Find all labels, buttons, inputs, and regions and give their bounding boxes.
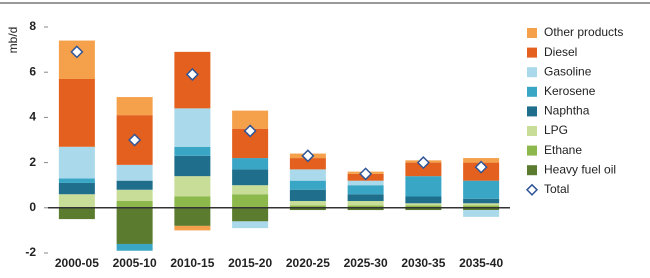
bar-segment (232, 110, 269, 129)
legend-label: Other products (544, 25, 623, 39)
bar-segment (289, 180, 326, 190)
x-tick-label: 2010-15 (170, 256, 214, 270)
legend-label: Diesel (544, 45, 577, 59)
bar-segment (405, 205, 442, 208)
legend-marker (525, 183, 539, 196)
bar-segment (232, 185, 269, 195)
bar-segment (347, 185, 384, 195)
bar-segment (174, 225, 211, 231)
bar-segment (116, 97, 153, 116)
y-tick-label: 2 (29, 155, 36, 169)
x-tick-label: 2000-05 (55, 256, 99, 270)
bar-segment (289, 201, 326, 206)
legend-label: Gasoline (544, 64, 592, 78)
legend-label: Naphtha (544, 104, 590, 118)
bar-segment (347, 201, 384, 206)
legend-label: Total (544, 182, 569, 196)
y-axis-label: mb/d (6, 27, 20, 54)
bar-segment (58, 194, 95, 208)
bar-segment (58, 182, 95, 195)
legend-label: Kerosene (544, 84, 596, 98)
bar-segment (232, 169, 269, 186)
legend-swatch (527, 47, 537, 58)
bar-segment (463, 210, 500, 217)
legend-swatch (527, 86, 537, 97)
bar-segment (347, 194, 384, 202)
bar-segment (405, 203, 442, 206)
bar-segment (116, 201, 153, 208)
bar-segment (405, 207, 442, 211)
bar-segment (463, 198, 500, 204)
x-tick-label: 2020-25 (286, 256, 330, 270)
bar-segment (232, 221, 269, 229)
bar-segment (174, 176, 211, 197)
total-marker (301, 149, 315, 163)
legend-swatch (527, 165, 537, 176)
bar-segment (58, 178, 95, 183)
y-tick-label: 4 (29, 110, 36, 124)
bar-segment (347, 180, 384, 186)
total-marker (128, 133, 142, 147)
y-tick-label: 8 (29, 19, 36, 33)
bar-segment (174, 207, 211, 226)
bar-segment (463, 180, 500, 199)
bar-segment (232, 158, 269, 170)
bar-segment (58, 146, 95, 179)
legend-swatch (527, 126, 537, 136)
bar-segment (405, 162, 442, 177)
legend-swatch (527, 145, 537, 156)
bar-segment (116, 164, 153, 181)
bar-segment (289, 169, 326, 181)
bar-segment (289, 207, 326, 211)
bar-segment (405, 196, 442, 204)
total-marker (359, 167, 373, 181)
x-tick-label: 2025-30 (344, 256, 388, 270)
bar-segment (463, 158, 500, 163)
legend-label: LPG (544, 123, 568, 137)
bar-segment (116, 180, 153, 190)
bar-segment (116, 189, 153, 202)
x-tick-label: 2005-10 (113, 256, 157, 270)
bar-segment (174, 155, 211, 177)
y-tick-label: 6 (29, 64, 36, 78)
y-tick-label: -2 (25, 245, 36, 259)
x-tick-label: 2035-40 (459, 256, 503, 270)
bar-segment (463, 203, 500, 206)
bar-segment (463, 207, 500, 211)
bar-segment (289, 158, 326, 170)
legend-swatch (527, 106, 537, 117)
total-marker (243, 124, 257, 138)
bar-segment (174, 146, 211, 156)
bar-segment (232, 194, 269, 208)
bar-segment (116, 207, 153, 244)
bar-segment (347, 205, 384, 208)
y-tick-label: 0 (29, 200, 36, 214)
legend-label: Heavy fuel oil (544, 162, 616, 176)
bar-segment (174, 108, 211, 147)
total-marker (70, 45, 84, 59)
bar-segment (58, 78, 95, 147)
bar-segment (289, 205, 326, 208)
x-tick-label: 2030-35 (401, 256, 445, 270)
bar-segment (405, 176, 442, 197)
bar-segment (347, 207, 384, 211)
x-tick-label: 2015-20 (228, 256, 272, 270)
legend-swatch (527, 67, 537, 78)
bar-segment (463, 205, 500, 208)
bar-segment (289, 189, 326, 202)
total-marker (474, 160, 488, 174)
legend-swatch (527, 28, 537, 38)
bar-segment (174, 196, 211, 208)
total-marker (185, 67, 199, 82)
bar-segment (232, 207, 269, 222)
bar-segment (116, 243, 153, 251)
total-marker (416, 156, 430, 170)
bar-segment (58, 207, 95, 220)
legend-label: Ethane (544, 143, 582, 157)
